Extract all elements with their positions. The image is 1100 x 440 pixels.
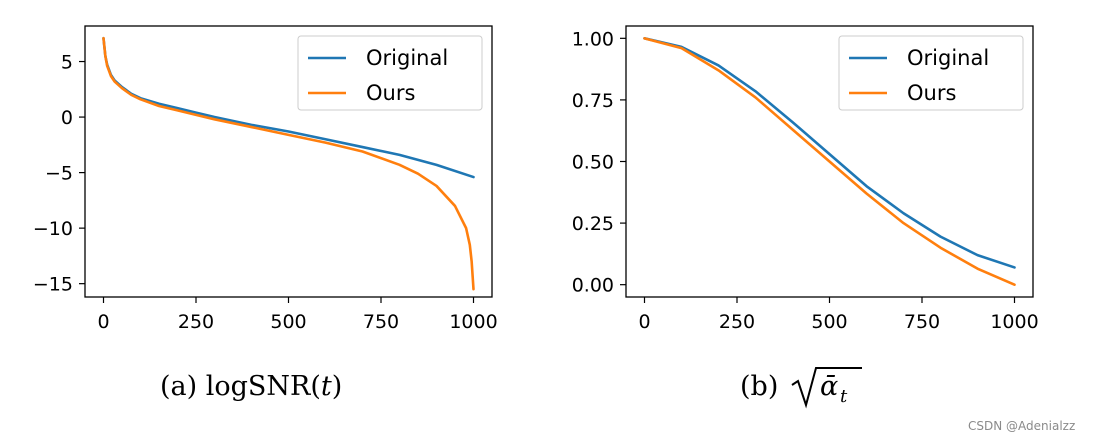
series-lines-a	[102, 36, 475, 291]
caption-a-suffix: )	[332, 371, 343, 402]
y-tick-label: 0.75	[572, 90, 614, 112]
legend-a: Original Ours	[297, 35, 483, 111]
x-tick-label: 0	[97, 311, 109, 333]
caption-a-variable: t	[321, 371, 332, 402]
caption-b-subscript: t	[840, 386, 848, 407]
y-tick-label: 1.00	[572, 28, 614, 50]
x-tick-label: 0	[638, 311, 650, 333]
y-tick-label: 0	[61, 107, 73, 129]
watermark: CSDN @Adenialzz	[968, 419, 1075, 433]
y-tick-label: 5	[61, 52, 73, 74]
x-tick-label: 250	[178, 311, 214, 333]
y-axis-ticks-a: 5 0 −5 −10 −15	[33, 52, 85, 296]
x-tick-label: 500	[270, 311, 306, 333]
x-tick-label: 750	[363, 311, 399, 333]
legend-label-ours: Ours	[907, 81, 956, 105]
x-tick-label: 250	[719, 311, 755, 333]
x-axis-ticks-b: 0 250 500 750 1000	[638, 297, 1039, 333]
y-tick-label: 0.50	[572, 152, 614, 174]
caption-b: (b) ᾱ t	[740, 367, 862, 409]
legend-label-original: Original	[907, 46, 989, 70]
caption-a: (a) logSNR(t)	[160, 371, 342, 402]
chart-panel-a: 0 250 500 750 1000 5 0 −5 −10 −15 Original Ours	[33, 25, 498, 333]
legend-label-ours: Ours	[366, 81, 415, 105]
caption-a-prefix: (a) logSNR(	[160, 371, 321, 402]
legend-box	[297, 35, 483, 111]
series-line-original	[643, 37, 1016, 269]
legend-b: Original Ours	[838, 35, 1024, 111]
y-tick-label: −5	[45, 163, 73, 185]
y-tick-label: 0.25	[572, 213, 614, 235]
series-line-ours	[643, 37, 1016, 286]
sqrt-symbol	[791, 367, 862, 409]
y-tick-label: −15	[33, 274, 73, 296]
x-tick-label: 750	[904, 311, 940, 333]
x-tick-label: 1000	[990, 311, 1038, 333]
y-axis-ticks-b: 1.00 0.75 0.50 0.25 0.00	[572, 28, 626, 297]
series-line-ours	[102, 36, 475, 291]
x-tick-label: 500	[811, 311, 847, 333]
x-tick-label: 1000	[449, 311, 497, 333]
y-tick-label: 0.00	[572, 275, 614, 297]
caption-b-alpha-bar: ᾱ	[820, 371, 838, 402]
y-tick-label: −10	[33, 218, 73, 240]
caption-b-prefix: (b)	[740, 371, 778, 402]
chart-panel-b: 0 250 500 750 1000 1.00 0.75 0.50 0.25 0.00 Orig…	[572, 25, 1039, 333]
series-lines-b	[643, 37, 1016, 286]
legend-label-original: Original	[366, 46, 448, 70]
legend-box	[838, 35, 1024, 111]
x-axis-ticks-a: 0 250 500 750 1000	[97, 297, 498, 333]
